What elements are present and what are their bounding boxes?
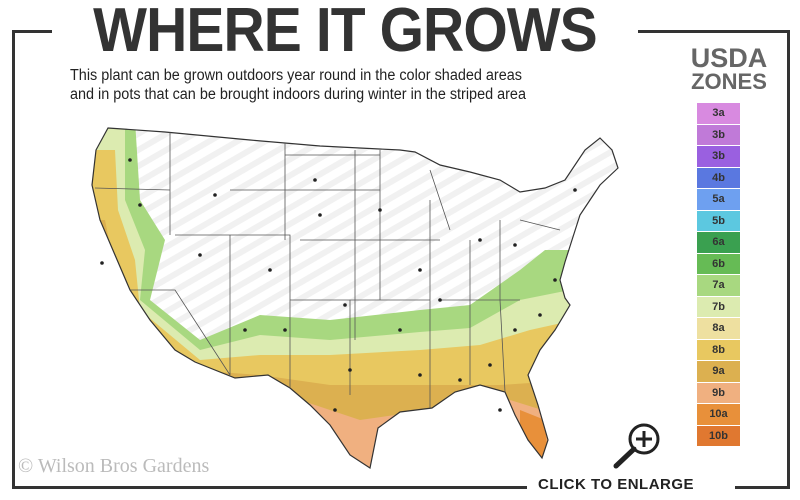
subtitle-line: and in pots that can be brought indoors … (70, 86, 526, 103)
legend-zone-4b: 4b (697, 167, 740, 188)
frame-line (735, 486, 790, 489)
watermark: © Wilson Bros Gardens (18, 455, 210, 477)
frame-line (787, 30, 790, 488)
frame-line (12, 30, 52, 33)
legend-zone-9b: 9b (697, 382, 740, 403)
legend-zone-3a: 3a (697, 103, 740, 124)
legend-zone-8b: 8b (697, 339, 740, 360)
click-to-enlarge-link[interactable]: CLICK TO ENLARGE (538, 476, 695, 493)
frame-line (638, 30, 790, 33)
legend-zone-3b: 3b (697, 146, 740, 167)
legend-zone-10a: 10a (697, 404, 740, 425)
legend-title-line: USDA (690, 43, 768, 73)
page-title: WHERE IT GROWS (93, 0, 598, 65)
legend-zone-3b: 3b (697, 124, 740, 145)
legend-zone-9a: 9a (697, 361, 740, 382)
magnifier-plus-icon[interactable] (608, 420, 664, 472)
legend-title-line: ZONES (691, 69, 767, 94)
frame-line (12, 30, 15, 488)
legend-zone-8a: 8a (697, 318, 740, 339)
subtitle: This plant can be grown outdoors year ro… (70, 66, 628, 104)
legend-zone-7a: 7a (697, 275, 740, 296)
subtitle-line: This plant can be grown outdoors year ro… (70, 67, 522, 84)
legend-zone-7b: 7b (697, 296, 740, 317)
zone-legend: 3a 3b 3b 4b 5a 5b 6a 6b 7a 7b 8a 8b 9a 9b 10a 10b (697, 103, 740, 447)
legend-zone-6b: 6b (697, 253, 740, 274)
legend-zone-5b: 5b (697, 210, 740, 231)
state-capital-dots (100, 158, 577, 412)
legend-zone-5a: 5a (697, 189, 740, 210)
legend-zone-10b: 10b (697, 425, 740, 446)
legend-title: USDA ZONES (678, 43, 780, 94)
legend-zone-6a: 6a (697, 232, 740, 253)
frame-line (12, 486, 527, 489)
